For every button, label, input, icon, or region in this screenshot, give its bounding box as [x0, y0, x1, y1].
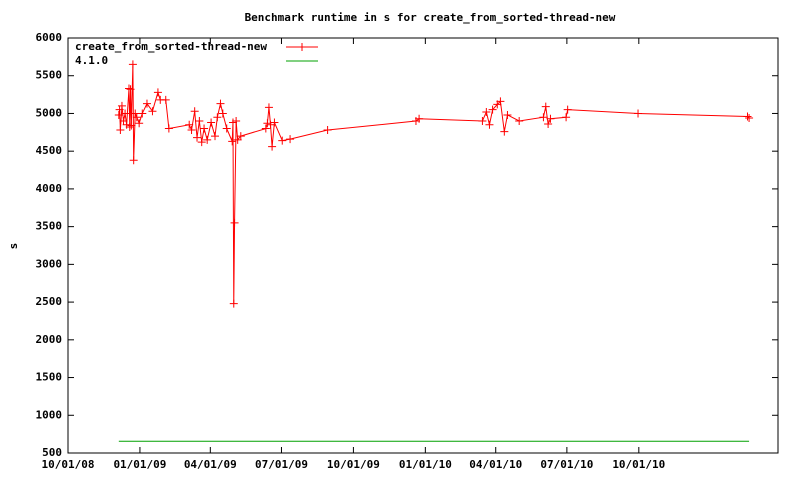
y-tick-label: 3500	[36, 220, 63, 233]
y-tick-label: 4000	[36, 182, 63, 195]
y-tick-label: 2500	[36, 295, 63, 308]
point	[232, 117, 241, 125]
point	[185, 120, 194, 129]
x-tick-label: 04/01/09	[184, 458, 237, 471]
legend-label: create_from_sorted-thread-new	[75, 40, 267, 53]
point	[211, 132, 220, 141]
point	[264, 103, 273, 112]
point	[116, 126, 125, 135]
point	[193, 133, 202, 142]
point	[148, 107, 157, 116]
legend-marker	[298, 43, 306, 51]
y-tick-label: 6000	[36, 31, 63, 44]
point	[230, 218, 239, 227]
point	[634, 109, 643, 118]
point	[153, 88, 162, 97]
y-tick-label: 500	[42, 446, 62, 459]
point	[229, 299, 238, 308]
x-tick-label: 07/01/10	[540, 458, 593, 471]
point	[128, 60, 137, 69]
point	[216, 99, 225, 108]
point	[132, 113, 141, 122]
point	[142, 99, 151, 108]
x-tick-label: 10/01/08	[42, 458, 95, 471]
point	[207, 118, 216, 127]
point	[121, 109, 130, 118]
point	[539, 113, 548, 122]
point	[164, 124, 173, 133]
point	[117, 101, 126, 110]
point	[135, 119, 144, 128]
point	[129, 156, 138, 165]
legend-label: 4.1.0	[75, 54, 108, 67]
point	[541, 102, 550, 111]
point	[125, 123, 134, 132]
y-tick-label: 2000	[36, 333, 63, 346]
point	[187, 126, 196, 135]
chart-title: Benchmark runtime in s for create_from_s…	[245, 11, 616, 24]
point	[270, 118, 279, 127]
x-tick-label: 07/01/09	[255, 458, 308, 471]
point	[222, 124, 231, 133]
point	[482, 107, 491, 116]
point	[161, 95, 170, 104]
point	[213, 113, 222, 122]
point	[261, 124, 270, 133]
point	[278, 136, 287, 145]
point	[114, 110, 123, 119]
point	[218, 109, 227, 118]
point	[496, 97, 505, 106]
x-tick-label: 10/01/09	[327, 458, 380, 471]
x-tick-label: 10/01/10	[612, 458, 665, 471]
point	[485, 120, 494, 129]
point	[562, 113, 571, 122]
point	[236, 132, 245, 141]
y-tick-label: 5000	[36, 106, 63, 119]
y-tick-label: 3000	[36, 257, 63, 270]
point	[124, 84, 133, 93]
y-tick-label: 4500	[36, 144, 63, 157]
plot-frame	[67, 37, 779, 454]
point	[500, 127, 509, 136]
x-tick-label: 04/01/10	[469, 458, 522, 471]
point	[544, 120, 553, 129]
y-axis-label: s	[7, 243, 20, 250]
x-tick-label: 01/01/09	[113, 458, 166, 471]
point	[131, 109, 140, 118]
point	[323, 126, 332, 135]
y-tick-label: 5500	[36, 69, 63, 82]
x-tick-label: 01/01/10	[399, 458, 452, 471]
point	[286, 135, 295, 144]
y-tick-label: 1000	[36, 408, 63, 421]
point	[546, 114, 555, 123]
point	[415, 114, 424, 123]
point	[138, 109, 147, 118]
point	[190, 107, 199, 116]
point	[203, 135, 212, 144]
point	[563, 105, 572, 114]
point	[743, 112, 752, 121]
point	[195, 117, 204, 125]
point	[197, 138, 206, 147]
point	[488, 105, 497, 114]
point	[745, 113, 754, 122]
point	[126, 85, 135, 94]
point	[478, 117, 487, 125]
y-tick-label: 1500	[36, 371, 63, 384]
series-line	[118, 64, 750, 304]
point	[503, 110, 512, 119]
point	[127, 121, 136, 130]
point	[268, 142, 277, 151]
point	[228, 137, 237, 146]
point	[515, 117, 524, 125]
point	[200, 124, 209, 133]
